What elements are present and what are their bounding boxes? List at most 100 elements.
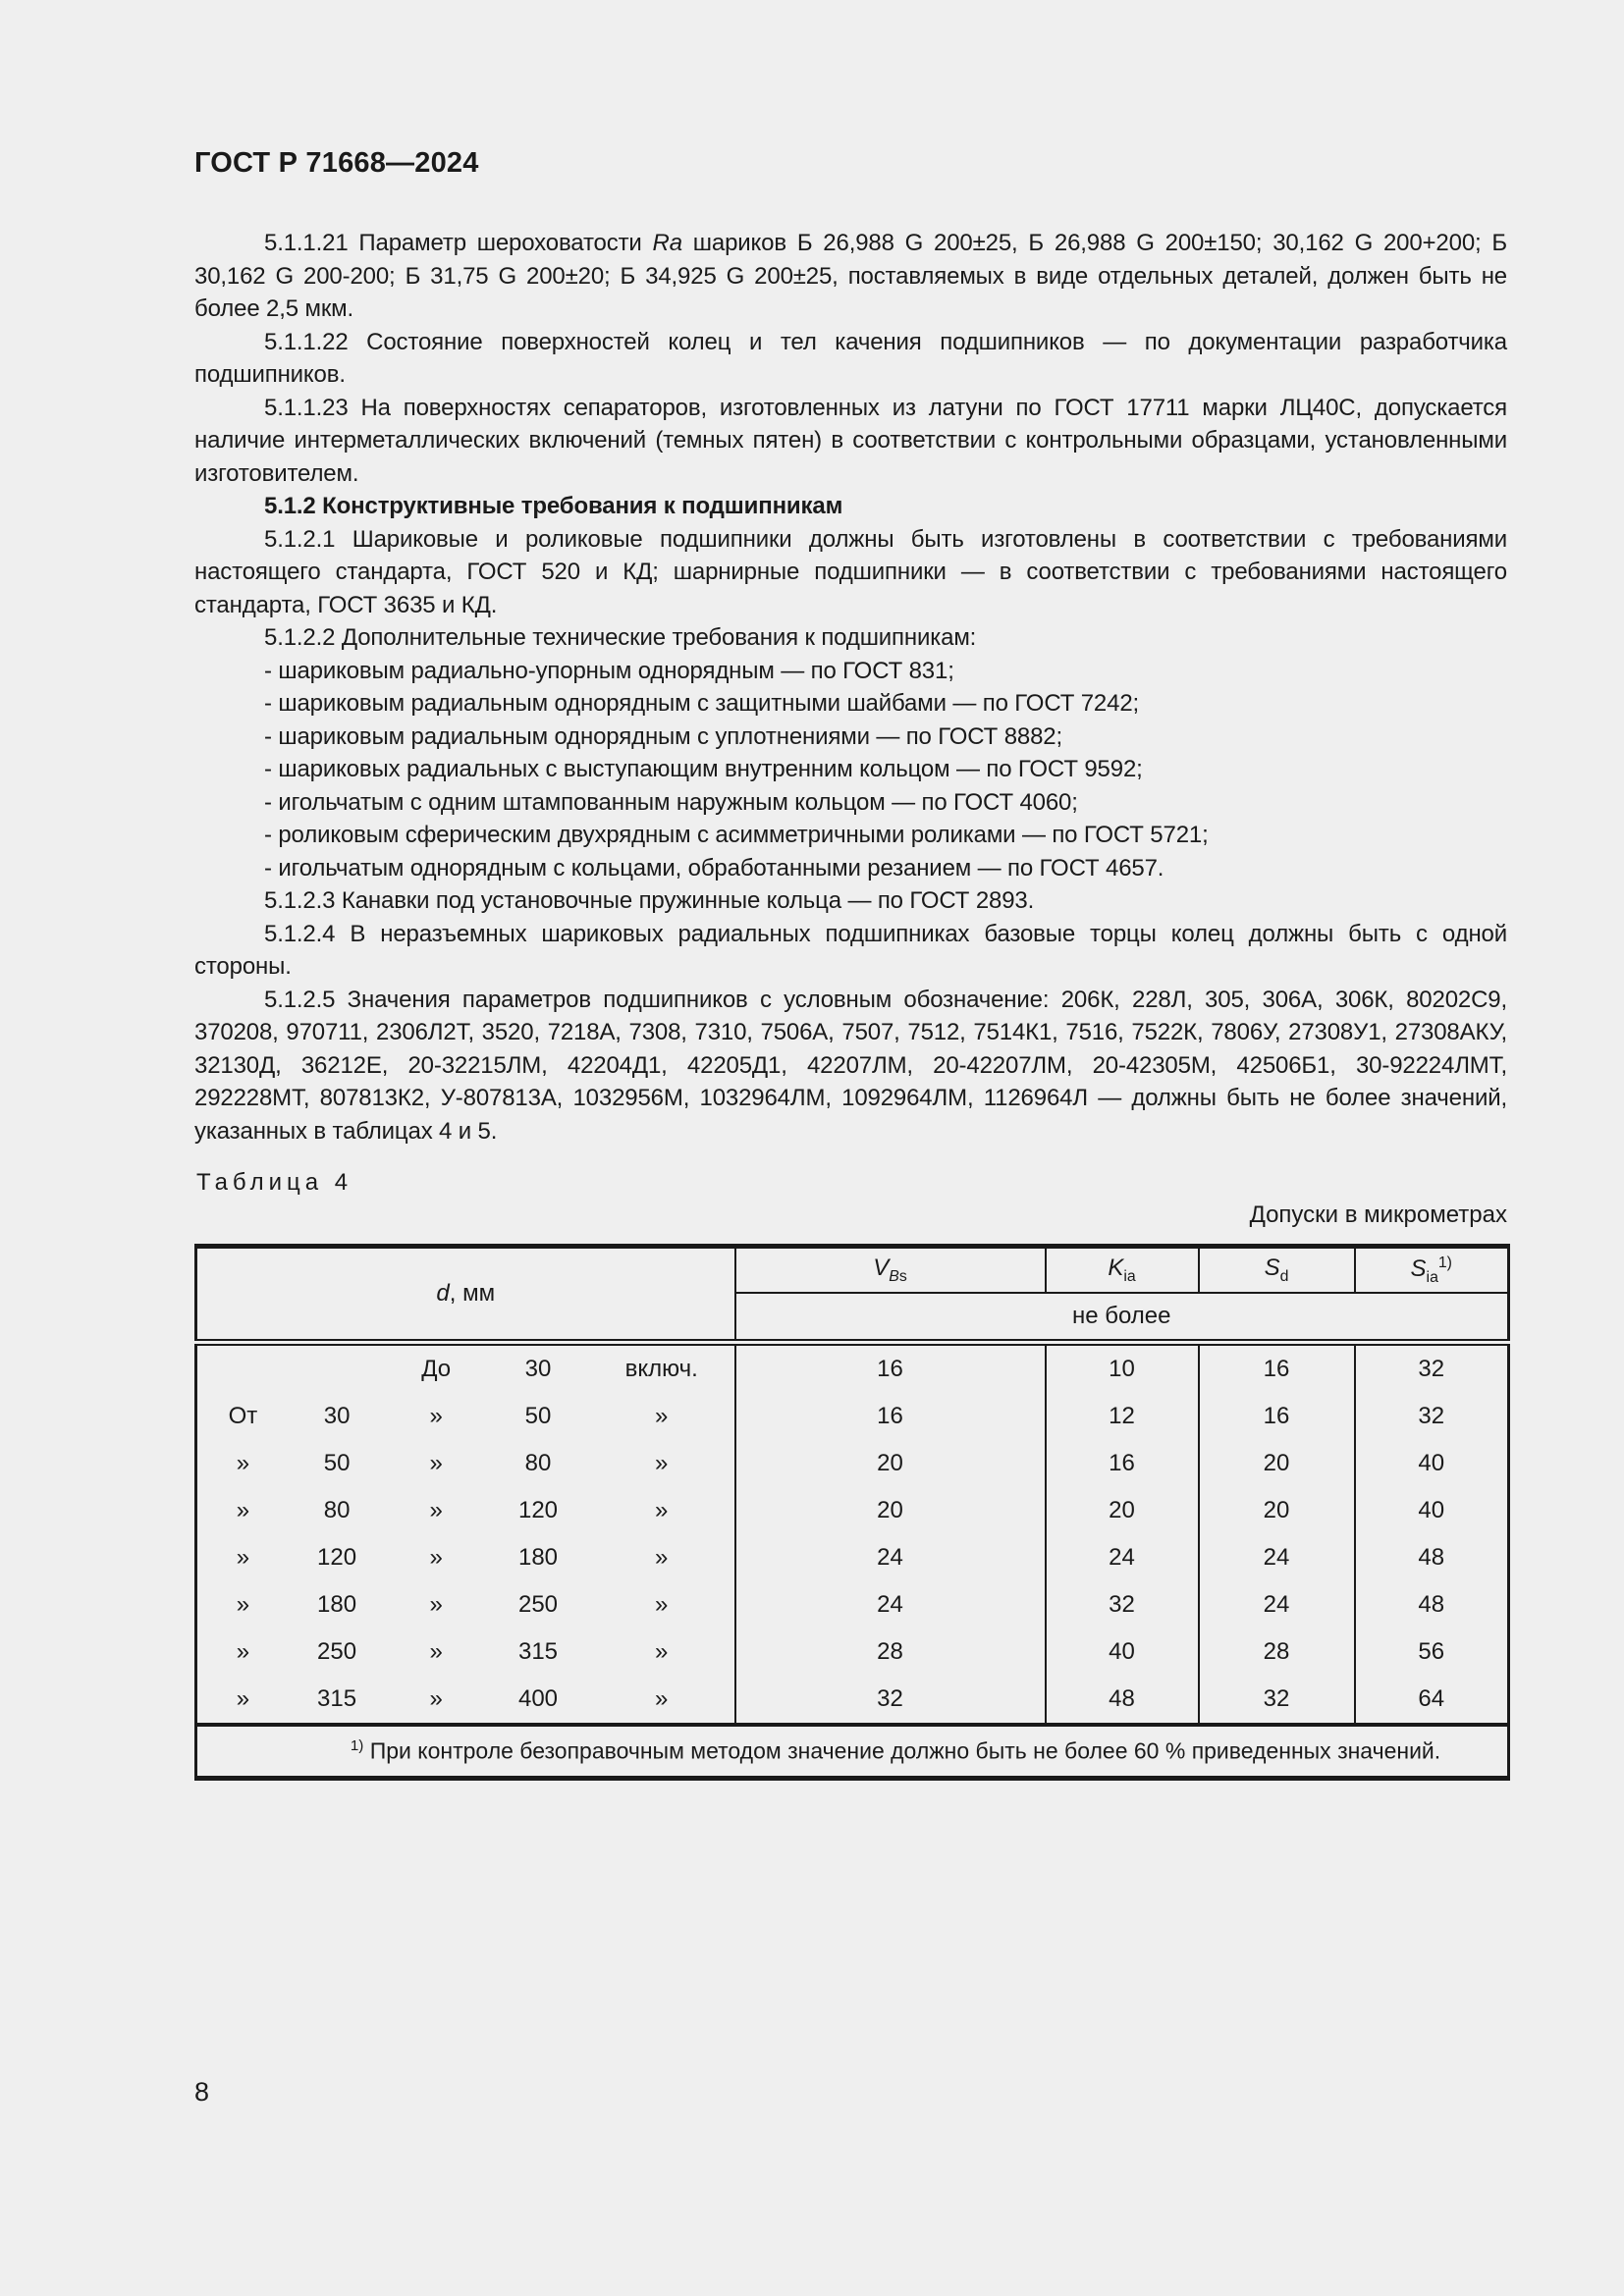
value-cell: 48 xyxy=(1044,1676,1199,1727)
text-segment: 5.1.2 Конструктивные требования к подшип… xyxy=(264,493,843,519)
paragraph: 5.1.2.2 Дополнительные технические требо… xyxy=(194,621,1507,655)
value-cell: 28 xyxy=(733,1629,1046,1676)
range-part: » xyxy=(236,1685,250,1712)
paragraph: - шариковым радиально-упорным однорядным… xyxy=(194,655,1507,688)
text-segment: - шариковым радиальным однорядным с упло… xyxy=(264,722,1063,750)
range-part: » xyxy=(429,1403,443,1429)
value-cell: 32 xyxy=(1197,1676,1355,1727)
text-segment: - игольчатым однорядным с кольцами, обра… xyxy=(264,854,1164,881)
range-part: » xyxy=(236,1544,250,1571)
value-cell: 32 xyxy=(733,1676,1046,1727)
table-row: » 180» 250» 24 32 24 48 xyxy=(195,1581,1509,1629)
range-part: 80 xyxy=(524,1450,552,1476)
paragraph: - шариковым радиальным однорядным с защи… xyxy=(194,687,1507,721)
range-part: 250 xyxy=(517,1591,559,1618)
paragraph: 5.1.1.21 Параметр шероховатости Ra шарик… xyxy=(194,227,1507,326)
range-part: » xyxy=(429,1450,443,1476)
text-segment: 5.1.1.23 На поверхностях сепараторов, из… xyxy=(194,394,1507,487)
table-row: » 315» 400» 32 48 32 64 xyxy=(195,1676,1509,1727)
value-cell: 56 xyxy=(1353,1629,1509,1676)
paragraph: 5.1.1.23 На поверхностях сепараторов, из… xyxy=(194,392,1507,491)
standard-number: ГОСТ Р 71668—2024 xyxy=(194,147,479,179)
diameter-range-cell: От 30 » 50 » xyxy=(195,1393,736,1440)
diameter-range-cell: » 120 » 180 » xyxy=(195,1534,736,1581)
range-part: 30 xyxy=(524,1356,552,1382)
value-cell: 24 xyxy=(1197,1534,1355,1581)
range-part: » xyxy=(236,1450,250,1476)
page-number: 8 xyxy=(194,2077,210,2107)
table-footnote: 1) При контроле безоправочным методом зн… xyxy=(350,1737,1441,1764)
range-part: » xyxy=(429,1591,443,1618)
text-segment: Ra xyxy=(652,230,683,256)
table-row: От 30» 50» 16 12 16 32 xyxy=(195,1393,1509,1440)
range-part: » xyxy=(429,1638,443,1665)
diameter-range-cell: » 180 » 250 » xyxy=(195,1581,736,1629)
text-segment: - шариковым радиальным однорядным с защи… xyxy=(264,690,1140,717)
range-part: » xyxy=(236,1591,250,1618)
body-text: 5.1.1.21 Параметр шероховатости Ra шарик… xyxy=(194,227,1507,1148)
col-header-vbs: VBs xyxy=(733,1246,1046,1294)
value-cell: 64 xyxy=(1353,1676,1509,1727)
table-row: До 30 включ. 16 10 16 32 xyxy=(195,1342,1509,1393)
range-part: » xyxy=(655,1544,669,1571)
range-part: 315 xyxy=(517,1638,559,1665)
value-cell: 32 xyxy=(1353,1342,1509,1393)
range-part: 250 xyxy=(317,1638,357,1665)
value-cell: 40 xyxy=(1353,1487,1509,1534)
value-cell: 10 xyxy=(1044,1342,1199,1393)
text-segment: - шариковым радиально-упорным однорядным… xyxy=(264,657,954,684)
range-part: 50 xyxy=(323,1450,351,1476)
value-cell: 16 xyxy=(733,1342,1046,1393)
text-segment: 5.1.2.5 Значения параметров подшипников … xyxy=(194,986,1507,1145)
value-cell: 28 xyxy=(1197,1629,1355,1676)
paragraph: 5.1.2.4 В неразъемных шариковых радиальн… xyxy=(194,918,1507,984)
col-header-kia: Kia xyxy=(1044,1246,1199,1294)
range-part: 30 xyxy=(323,1403,351,1429)
text-segment: 5.1.2.1 Шариковые и роликовые подшипники… xyxy=(194,525,1507,618)
col-header-d: d, мм xyxy=(195,1246,736,1346)
range-part: » xyxy=(655,1497,669,1523)
range-part: 120 xyxy=(317,1544,357,1571)
range-part: » xyxy=(236,1638,250,1665)
tolerance-table: d, мм VBs Kia Sd Sia1) не более До 30 вклю… xyxy=(194,1244,1510,1781)
value-cell: 24 xyxy=(1197,1581,1355,1629)
range-part: » xyxy=(236,1497,250,1523)
value-cell: 40 xyxy=(1353,1440,1509,1487)
range-part: 180 xyxy=(517,1544,559,1571)
value-cell: 20 xyxy=(1044,1487,1199,1534)
value-cell: 48 xyxy=(1353,1534,1509,1581)
value-cell: 20 xyxy=(1197,1440,1355,1487)
paragraph: 5.1.2.5 Значения параметров подшипников … xyxy=(194,984,1507,1148)
paragraph: - роликовым сферическим двухрядным с аси… xyxy=(194,819,1507,852)
range-part: » xyxy=(429,1544,443,1571)
range-part: включ. xyxy=(624,1356,698,1382)
value-cell: 16 xyxy=(1197,1342,1355,1393)
text-segment: - шариковых радиальных с выступающим вну… xyxy=(264,756,1143,782)
diameter-range-cell: До 30 включ. xyxy=(195,1342,736,1393)
paragraph: 5.1.1.22 Состояние поверхностей колец и … xyxy=(194,326,1507,392)
range-part: » xyxy=(655,1450,669,1476)
col-header-sd: Sd xyxy=(1197,1246,1355,1294)
text-segment: 5.1.1.22 Состояние поверхностей колец и … xyxy=(194,328,1507,389)
paragraph: - шариковых радиальных с выступающим вну… xyxy=(194,753,1507,786)
value-cell: 20 xyxy=(733,1440,1046,1487)
value-cell: 16 xyxy=(1044,1440,1199,1487)
range-part: » xyxy=(655,1403,669,1429)
text-segment: 5.1.1.21 Параметр шероховатости xyxy=(264,230,653,256)
value-cell: 24 xyxy=(1044,1534,1199,1581)
diameter-range-cell: » 315 » 400 » xyxy=(195,1676,736,1727)
value-cell: 20 xyxy=(733,1487,1046,1534)
text-segment: 5.1.2.2 Дополнительные технические требо… xyxy=(264,624,977,651)
range-part: » xyxy=(655,1591,669,1618)
paragraph: - игольчатым с одним штампованным наружн… xyxy=(194,786,1507,820)
text-segment: - игольчатым с одним штампованным наружн… xyxy=(264,788,1078,816)
value-cell: 40 xyxy=(1044,1629,1199,1676)
text-segment: 5.1.2.3 Канавки под установочные пружинн… xyxy=(264,887,1035,914)
paragraph: - шариковым радиальным однорядным с упло… xyxy=(194,721,1507,754)
range-part: 400 xyxy=(517,1685,559,1712)
range-part: 50 xyxy=(524,1403,552,1429)
value-cell: 24 xyxy=(733,1534,1046,1581)
text-segment: шариков Б 26,988 G 200±25, Б 26,988 G 20… xyxy=(194,230,1507,322)
col-header-sia: Sia1) xyxy=(1353,1246,1509,1294)
